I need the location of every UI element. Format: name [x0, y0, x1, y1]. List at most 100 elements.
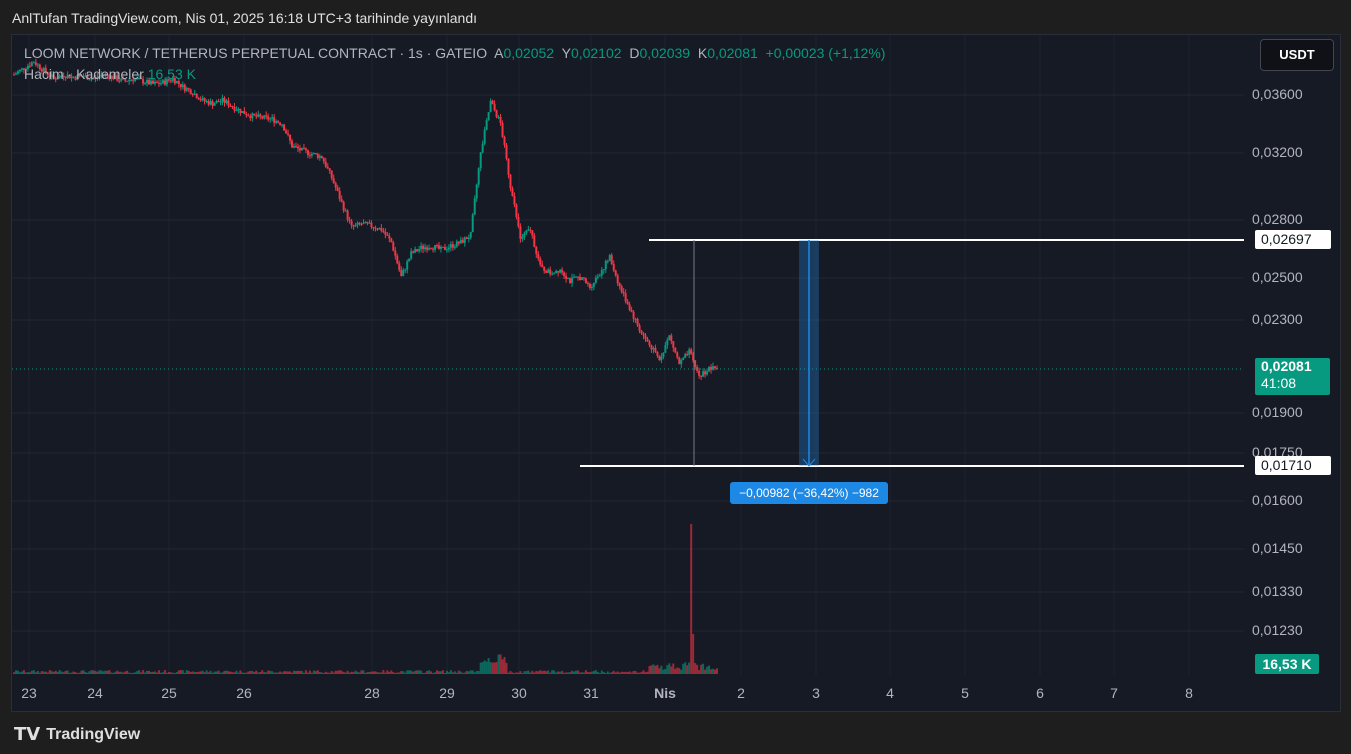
candle-body: [205, 101, 208, 103]
candle-body: [283, 124, 286, 131]
open-value: 0,02052: [503, 45, 555, 61]
candle-body: [326, 166, 329, 169]
candle-body: [610, 255, 613, 264]
volume-bar: [350, 671, 353, 674]
volume-bar: [644, 672, 647, 674]
volume-bar: [142, 670, 145, 674]
volume-bar: [330, 671, 333, 674]
volume-bar: [443, 672, 446, 674]
candle-body: [394, 250, 397, 256]
volume-bar: [283, 671, 286, 674]
volume-bar: [100, 670, 103, 674]
volume-bar: [459, 671, 462, 674]
volume-bar: [82, 670, 85, 674]
volume-bar: [652, 664, 655, 674]
candle-body: [439, 246, 442, 249]
currency-button[interactable]: USDT: [1260, 39, 1334, 71]
candle-body: [376, 228, 379, 230]
volume-bar: [58, 670, 61, 674]
volume-bar: [314, 671, 317, 674]
candle-body: [54, 78, 57, 80]
date-tick: 29: [439, 685, 455, 701]
candle-body: [465, 237, 468, 240]
volume-bar: [412, 671, 415, 674]
candle-body: [346, 210, 349, 220]
candle-body: [98, 76, 101, 78]
volume-bar: [263, 672, 266, 674]
volume-bar: [704, 669, 707, 674]
candle-body: [614, 270, 617, 276]
volume-bar: [386, 670, 389, 674]
volume-bar: [434, 672, 437, 674]
volume-bar: [106, 670, 109, 674]
volume-bar: [114, 671, 117, 674]
volume-bar: [384, 672, 387, 674]
candle-body: [70, 76, 73, 79]
candle-body: [404, 269, 407, 271]
candle-body: [684, 354, 687, 358]
volume-bar: [594, 670, 597, 674]
volume-bar: [491, 662, 494, 674]
candle-body: [24, 68, 27, 70]
candle-body: [219, 101, 222, 103]
chart-canvas[interactable]: [12, 35, 1340, 711]
volume-bar: [571, 670, 574, 674]
volume-bar: [678, 668, 681, 674]
price-tick: 0,01600: [1252, 492, 1303, 508]
volume-bar: [342, 671, 345, 674]
volume-bar: [455, 672, 458, 674]
volume-bar: [171, 672, 174, 674]
candle-body: [106, 74, 109, 76]
candle-body: [489, 100, 492, 113]
volume-bar: [461, 672, 464, 674]
volume-label: 16,53 K: [1255, 654, 1319, 674]
candle-body: [694, 360, 697, 367]
candle-body: [477, 168, 480, 185]
volume-bar: [573, 671, 576, 674]
candle-body: [169, 80, 172, 82]
candle-body: [515, 204, 518, 217]
candle-body: [612, 263, 615, 271]
volume-bar: [173, 672, 176, 674]
candle-body: [104, 74, 107, 76]
volume-bar: [416, 670, 419, 674]
volume-bar: [90, 670, 93, 674]
volume-bar: [479, 662, 482, 674]
candle-body: [682, 357, 685, 360]
volume-bar: [590, 671, 593, 674]
candle-body: [529, 229, 532, 231]
volume-bar: [630, 672, 633, 674]
volume-bar: [531, 670, 534, 674]
candle-body: [590, 286, 593, 288]
candle-body: [473, 198, 476, 215]
volume-bar: [682, 663, 685, 674]
volume-bar: [646, 671, 649, 674]
volume-bar: [36, 671, 39, 674]
volume-bar: [221, 672, 224, 674]
volume-bar: [467, 671, 470, 674]
chart-frame[interactable]: LOOM NETWORK / TETHERUS PERPETUAL CONTRA…: [11, 34, 1341, 712]
candle-body: [32, 62, 35, 64]
candle-body: [499, 117, 502, 123]
tradingview-logo[interactable]: 𝗧𝗩 TradingView: [14, 724, 140, 745]
volume-bar: [541, 671, 544, 674]
volume-bar: [338, 670, 341, 674]
volume-bar: [628, 671, 631, 674]
candle-body: [78, 75, 81, 77]
candle-body: [191, 94, 194, 96]
candle-body: [485, 120, 488, 130]
candle-body: [531, 230, 534, 236]
volume-bar: [112, 672, 115, 674]
candle-body: [634, 318, 637, 320]
candle-body: [132, 79, 135, 81]
candle-body: [322, 158, 325, 162]
volume-bar: [213, 671, 216, 674]
volume-bar: [606, 671, 609, 674]
volume-bar: [300, 671, 303, 674]
candle-body: [159, 83, 162, 85]
candle-body: [310, 153, 313, 156]
volume-bar: [94, 670, 97, 674]
candle-body: [497, 117, 500, 119]
volume-bar: [408, 670, 411, 674]
volume-bar: [169, 672, 172, 674]
